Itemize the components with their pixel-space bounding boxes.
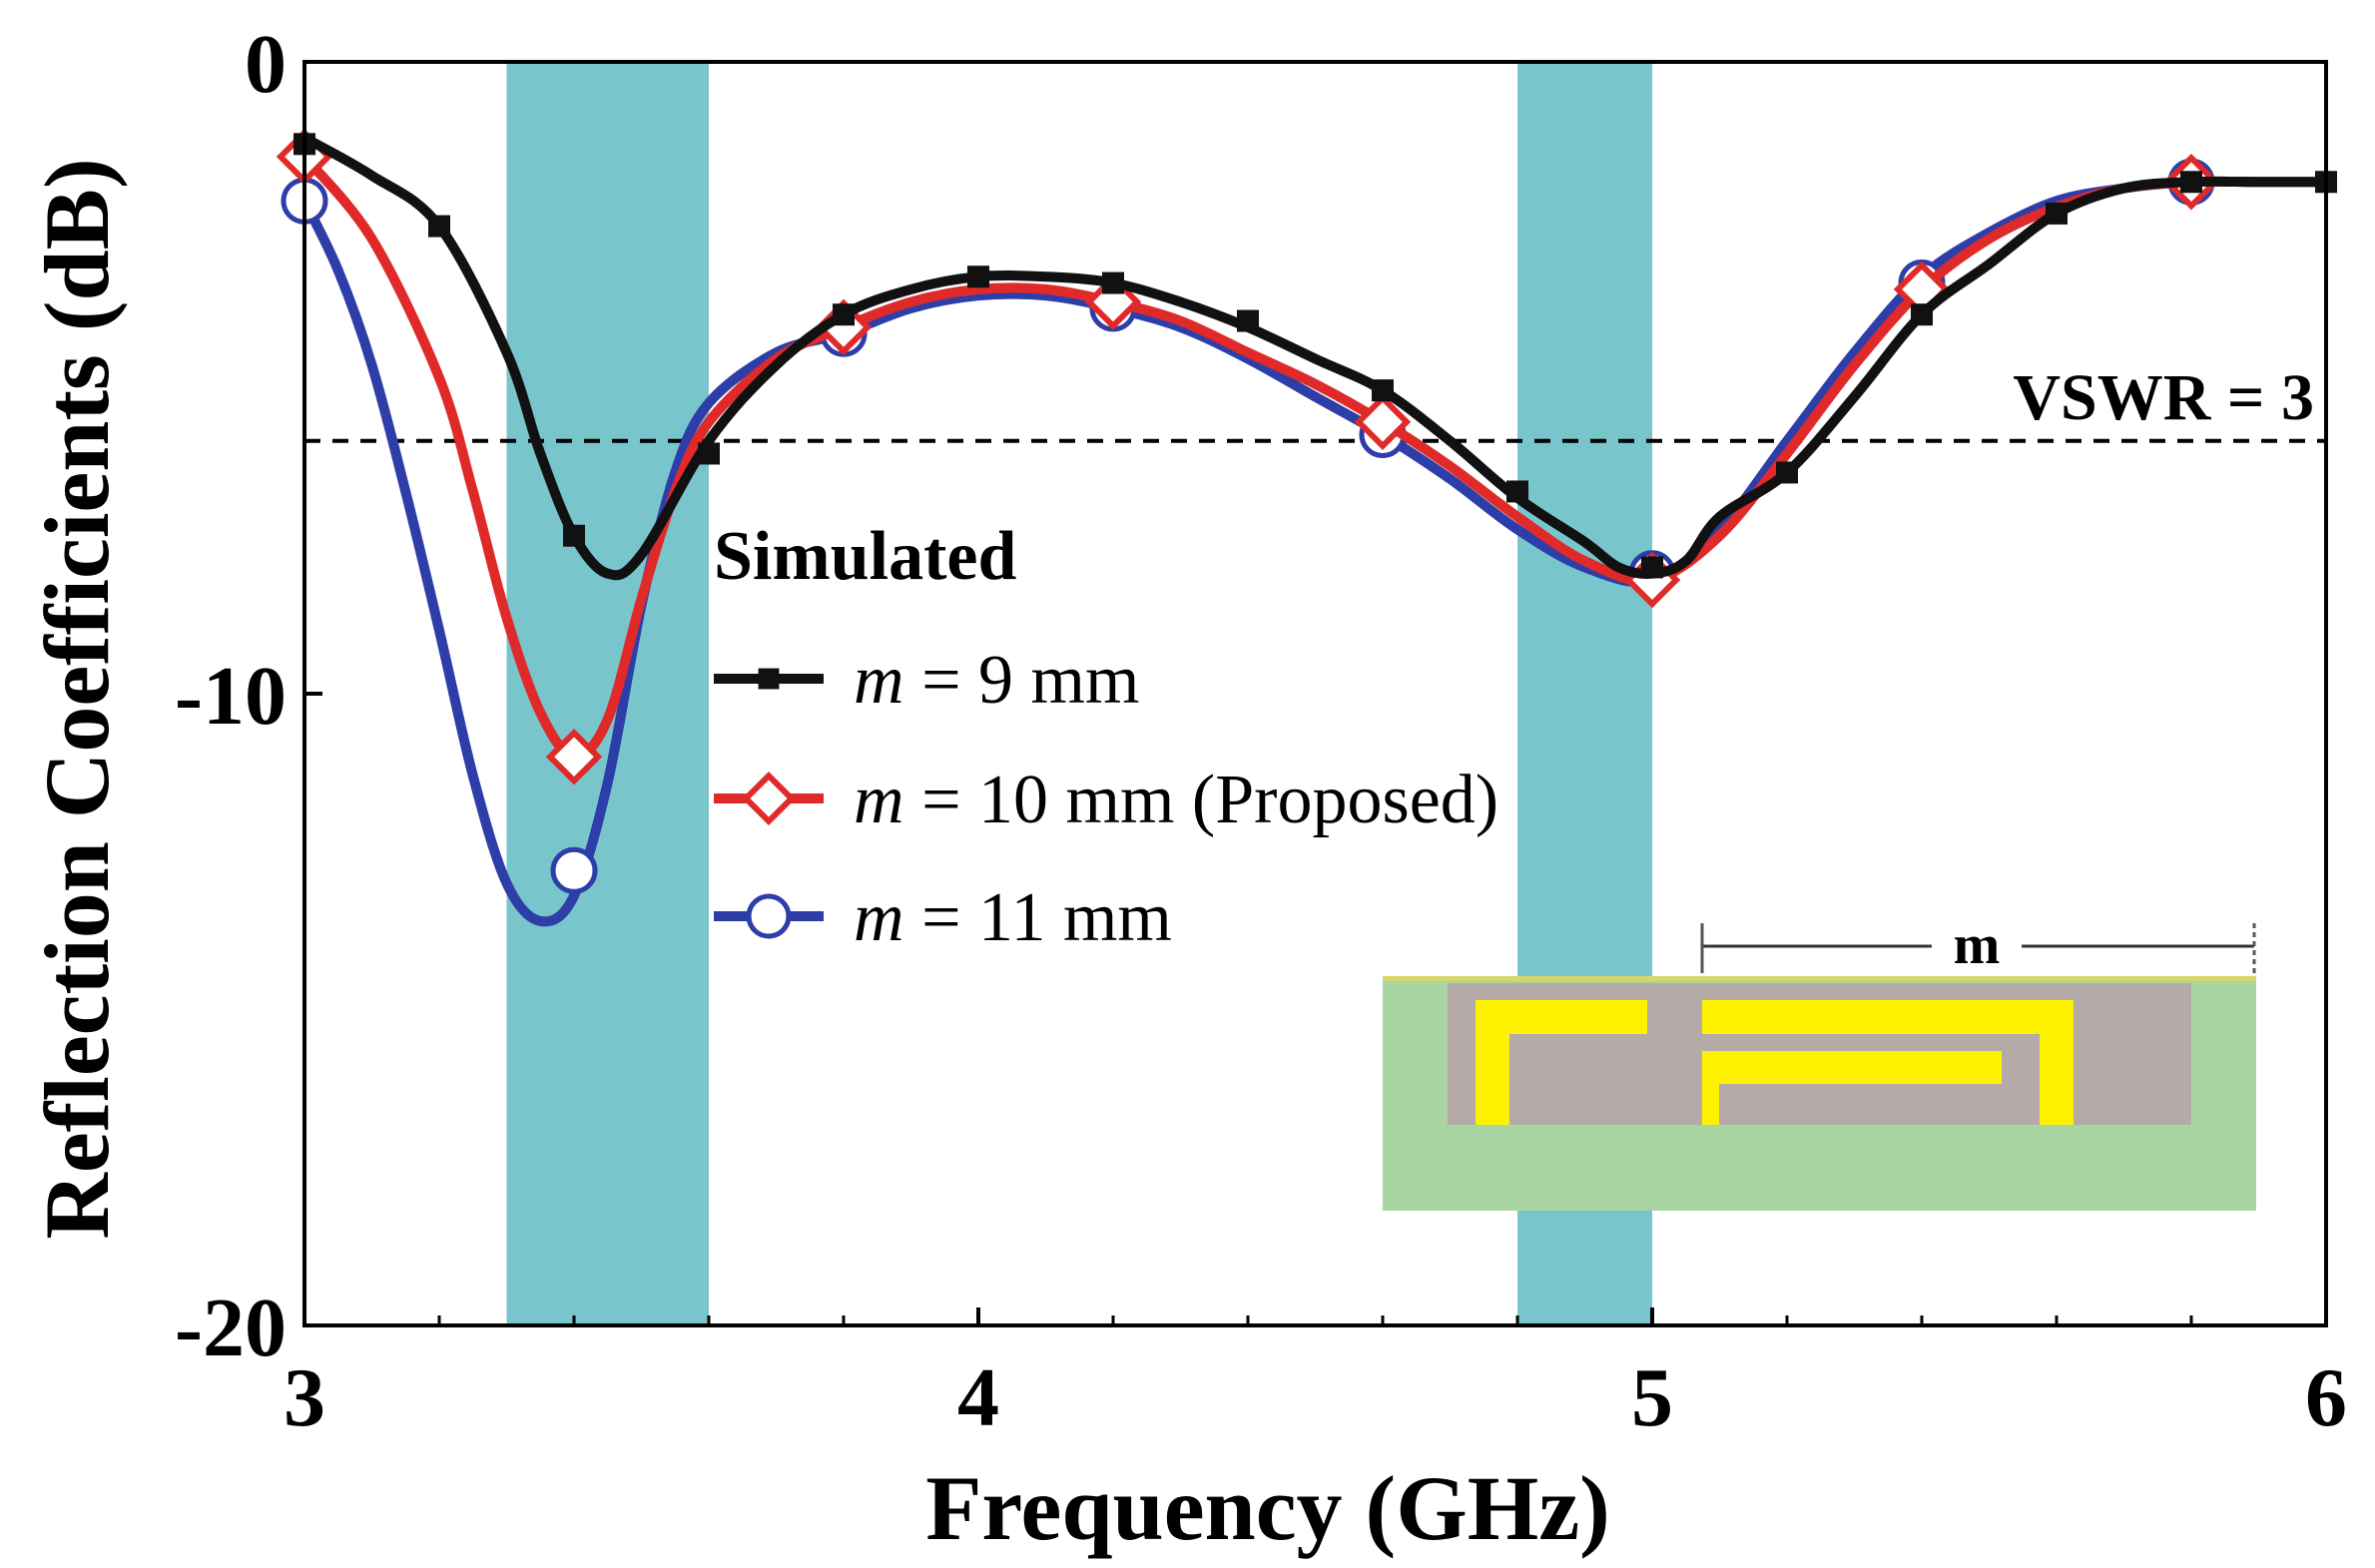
legend-items: m = 9 mmm = 10 mm (Proposed)m = 11 mm <box>714 642 1498 956</box>
antenna-inset-diagram: m <box>1383 913 2256 1211</box>
series-2-point <box>545 729 603 785</box>
legend: Simulated m = 9 mmm = 10 mm (Proposed)m … <box>714 518 1498 956</box>
legend-marker-3 <box>746 893 792 939</box>
series-1 <box>294 132 2337 581</box>
series-1-point <box>1102 271 1124 294</box>
legend-marker-2 <box>741 771 797 826</box>
legend-item-3: m = 11 mm <box>714 879 1172 956</box>
legend-label-var: m <box>854 642 904 719</box>
y-tick-label--20: -20 <box>175 1282 287 1374</box>
x-tick-label-4: 4 <box>957 1351 999 1444</box>
inset-left-element <box>1476 1000 1647 1125</box>
axis-ticks: 3 4 5 6 0 -10 -20 <box>175 18 2347 1444</box>
x-axis-title: Frequency (GHz) <box>925 1457 1610 1559</box>
legend-item-1: m = 9 mm <box>714 642 1139 719</box>
x-tick-label-3: 3 <box>284 1351 325 1444</box>
shaded-band-1 <box>506 62 709 1325</box>
series-1-point <box>1372 379 1394 402</box>
series-1-point <box>698 442 720 465</box>
series-1-point <box>2046 202 2068 225</box>
y-axis-title: Reflection Coefficients (dB) <box>26 158 128 1239</box>
inset-label-bg <box>1932 913 2022 973</box>
legend-label-rest: = 11 mm <box>904 879 1172 956</box>
vswr-label: VSWR = 3 <box>2013 361 2314 434</box>
series-1-point <box>833 303 855 326</box>
legend-label-1: m = 9 mm <box>854 642 1139 719</box>
legend-marker-1 <box>758 668 780 690</box>
series-2-point <box>1354 393 1412 451</box>
shaded-bands <box>506 62 1652 1325</box>
inset-right-element <box>1702 1000 2074 1125</box>
series-layer <box>276 128 2337 927</box>
legend-label-rest: = 10 mm (Proposed) <box>904 762 1499 838</box>
legend-title: Simulated <box>714 518 1016 595</box>
legend-label-rest: = 9 mm <box>904 642 1140 719</box>
legend-label-2: m = 10 mm (Proposed) <box>854 762 1498 838</box>
series-1-point <box>1776 461 1798 484</box>
series-1-point <box>1237 309 1259 332</box>
y-tick-label--10: -10 <box>175 650 287 743</box>
legend-label-var: m <box>854 879 904 956</box>
y-tick-label-0: 0 <box>245 18 287 111</box>
legend-label-3: m = 11 mm <box>854 879 1172 956</box>
series-1-point <box>1911 303 1933 326</box>
legend-label-var: m <box>854 762 904 838</box>
inset-top-line <box>1383 976 2256 981</box>
inset-inner-element <box>1702 1051 2002 1125</box>
legend-item-2: m = 10 mm (Proposed) <box>714 762 1498 838</box>
inset-dimension-label: m <box>1954 914 2001 976</box>
series-1-point <box>563 524 585 547</box>
series-1-point <box>428 215 450 238</box>
series-1-point <box>967 265 989 288</box>
series-1-point <box>1641 556 1663 579</box>
series-1-point <box>2180 171 2202 194</box>
series-1-point <box>1506 480 1528 503</box>
series-3-point <box>550 846 598 894</box>
x-tick-label-6: 6 <box>2305 1351 2347 1444</box>
x-tick-label-5: 5 <box>1631 1351 1673 1444</box>
